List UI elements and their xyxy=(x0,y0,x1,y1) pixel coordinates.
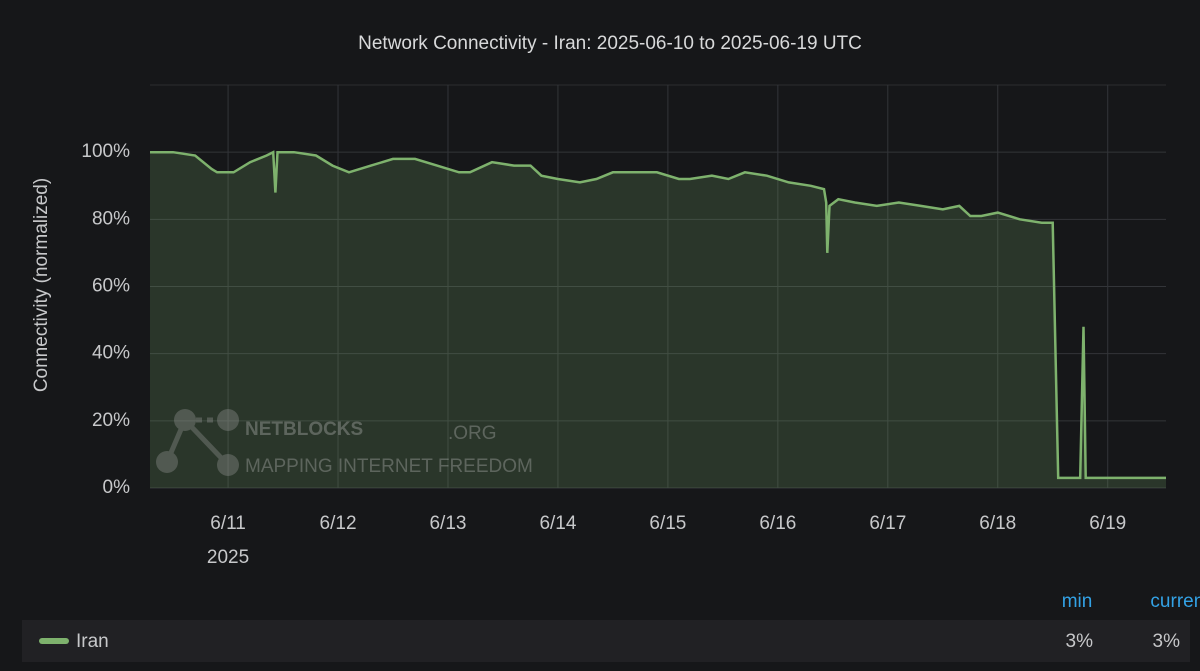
x-tick-label: 6/13 xyxy=(429,513,466,534)
x-tick-label: 6/17 xyxy=(869,513,906,534)
legend-stat-value: 3% xyxy=(1153,631,1181,652)
x-tick-label: 6/19 xyxy=(1089,513,1126,534)
legend-stat-header: current xyxy=(1150,591,1200,612)
series-area xyxy=(150,152,1166,488)
y-tick-label: 80% xyxy=(92,208,130,229)
y-tick-label: 20% xyxy=(92,410,130,431)
legend-row xyxy=(22,620,1190,662)
chart-title: Network Connectivity - Iran: 2025-06-10 … xyxy=(358,33,862,54)
legend-label: Iran xyxy=(76,631,109,652)
x-tick-label: 6/16 xyxy=(759,513,796,534)
y-tick-label: 0% xyxy=(103,477,131,498)
watermark: NETBLOCKS .ORG MAPPING INTERNET FREEDOM xyxy=(156,409,533,477)
y-tick-label: 100% xyxy=(81,141,130,162)
watermark-tagline: MAPPING INTERNET FREEDOM xyxy=(245,456,533,477)
legend-stat-value: 3% xyxy=(1066,631,1094,652)
y-tick-label: 40% xyxy=(92,343,130,364)
x-tick-label: 6/15 xyxy=(649,513,686,534)
x-tick-label: 6/11 xyxy=(210,513,246,534)
series-line xyxy=(150,150,1166,480)
y-axis-label: Connectivity (normalized) xyxy=(31,178,52,392)
x-tick-label: 6/14 xyxy=(539,513,576,534)
legend-stat-header: min xyxy=(1062,591,1093,612)
x-tick-label: 6/18 xyxy=(979,513,1016,534)
y-tick-label: 60% xyxy=(92,276,130,297)
watermark-suffix: .ORG xyxy=(448,423,497,444)
x-tick-label: 6/12 xyxy=(320,513,357,534)
watermark-brand: NETBLOCKS xyxy=(245,419,363,440)
x-year-label: 2025 xyxy=(207,547,249,568)
